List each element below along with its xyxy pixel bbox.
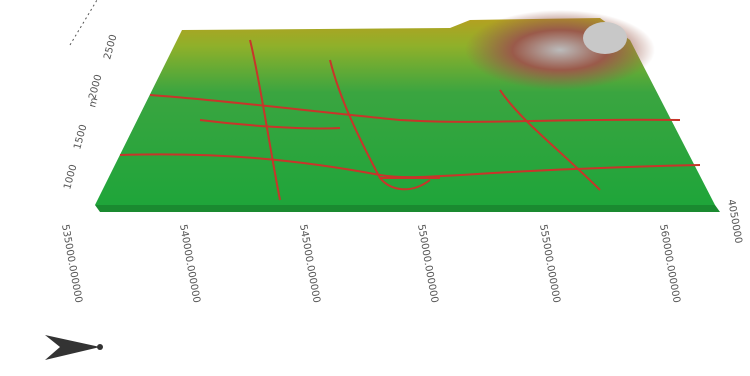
x-tick-label: 535000.000000 [59,224,84,304]
x-tick-label: 550000.000000 [415,224,440,304]
z-tick-label: 1000 [62,163,79,190]
y-tick-label: 4050000 [725,199,744,245]
x-tick-label: 545000.000000 [297,224,322,304]
x-axis: 535000.000000 540000.000000 545000.00000… [59,224,682,304]
z-tick-label: 1500 [72,123,89,150]
terrain [95,10,720,212]
z-tick-label: 2500 [102,33,119,60]
x-tick-label: 540000.000000 [177,224,202,304]
x-tick-label: 560000.000000 [657,224,682,304]
terrain-map: 535000.000000 540000.000000 545000.00000… [0,0,750,376]
north-arrow [45,335,103,360]
x-tick-label: 555000.000000 [537,224,562,304]
z-axis: 1000 1500 2000 2500 m [62,0,119,191]
